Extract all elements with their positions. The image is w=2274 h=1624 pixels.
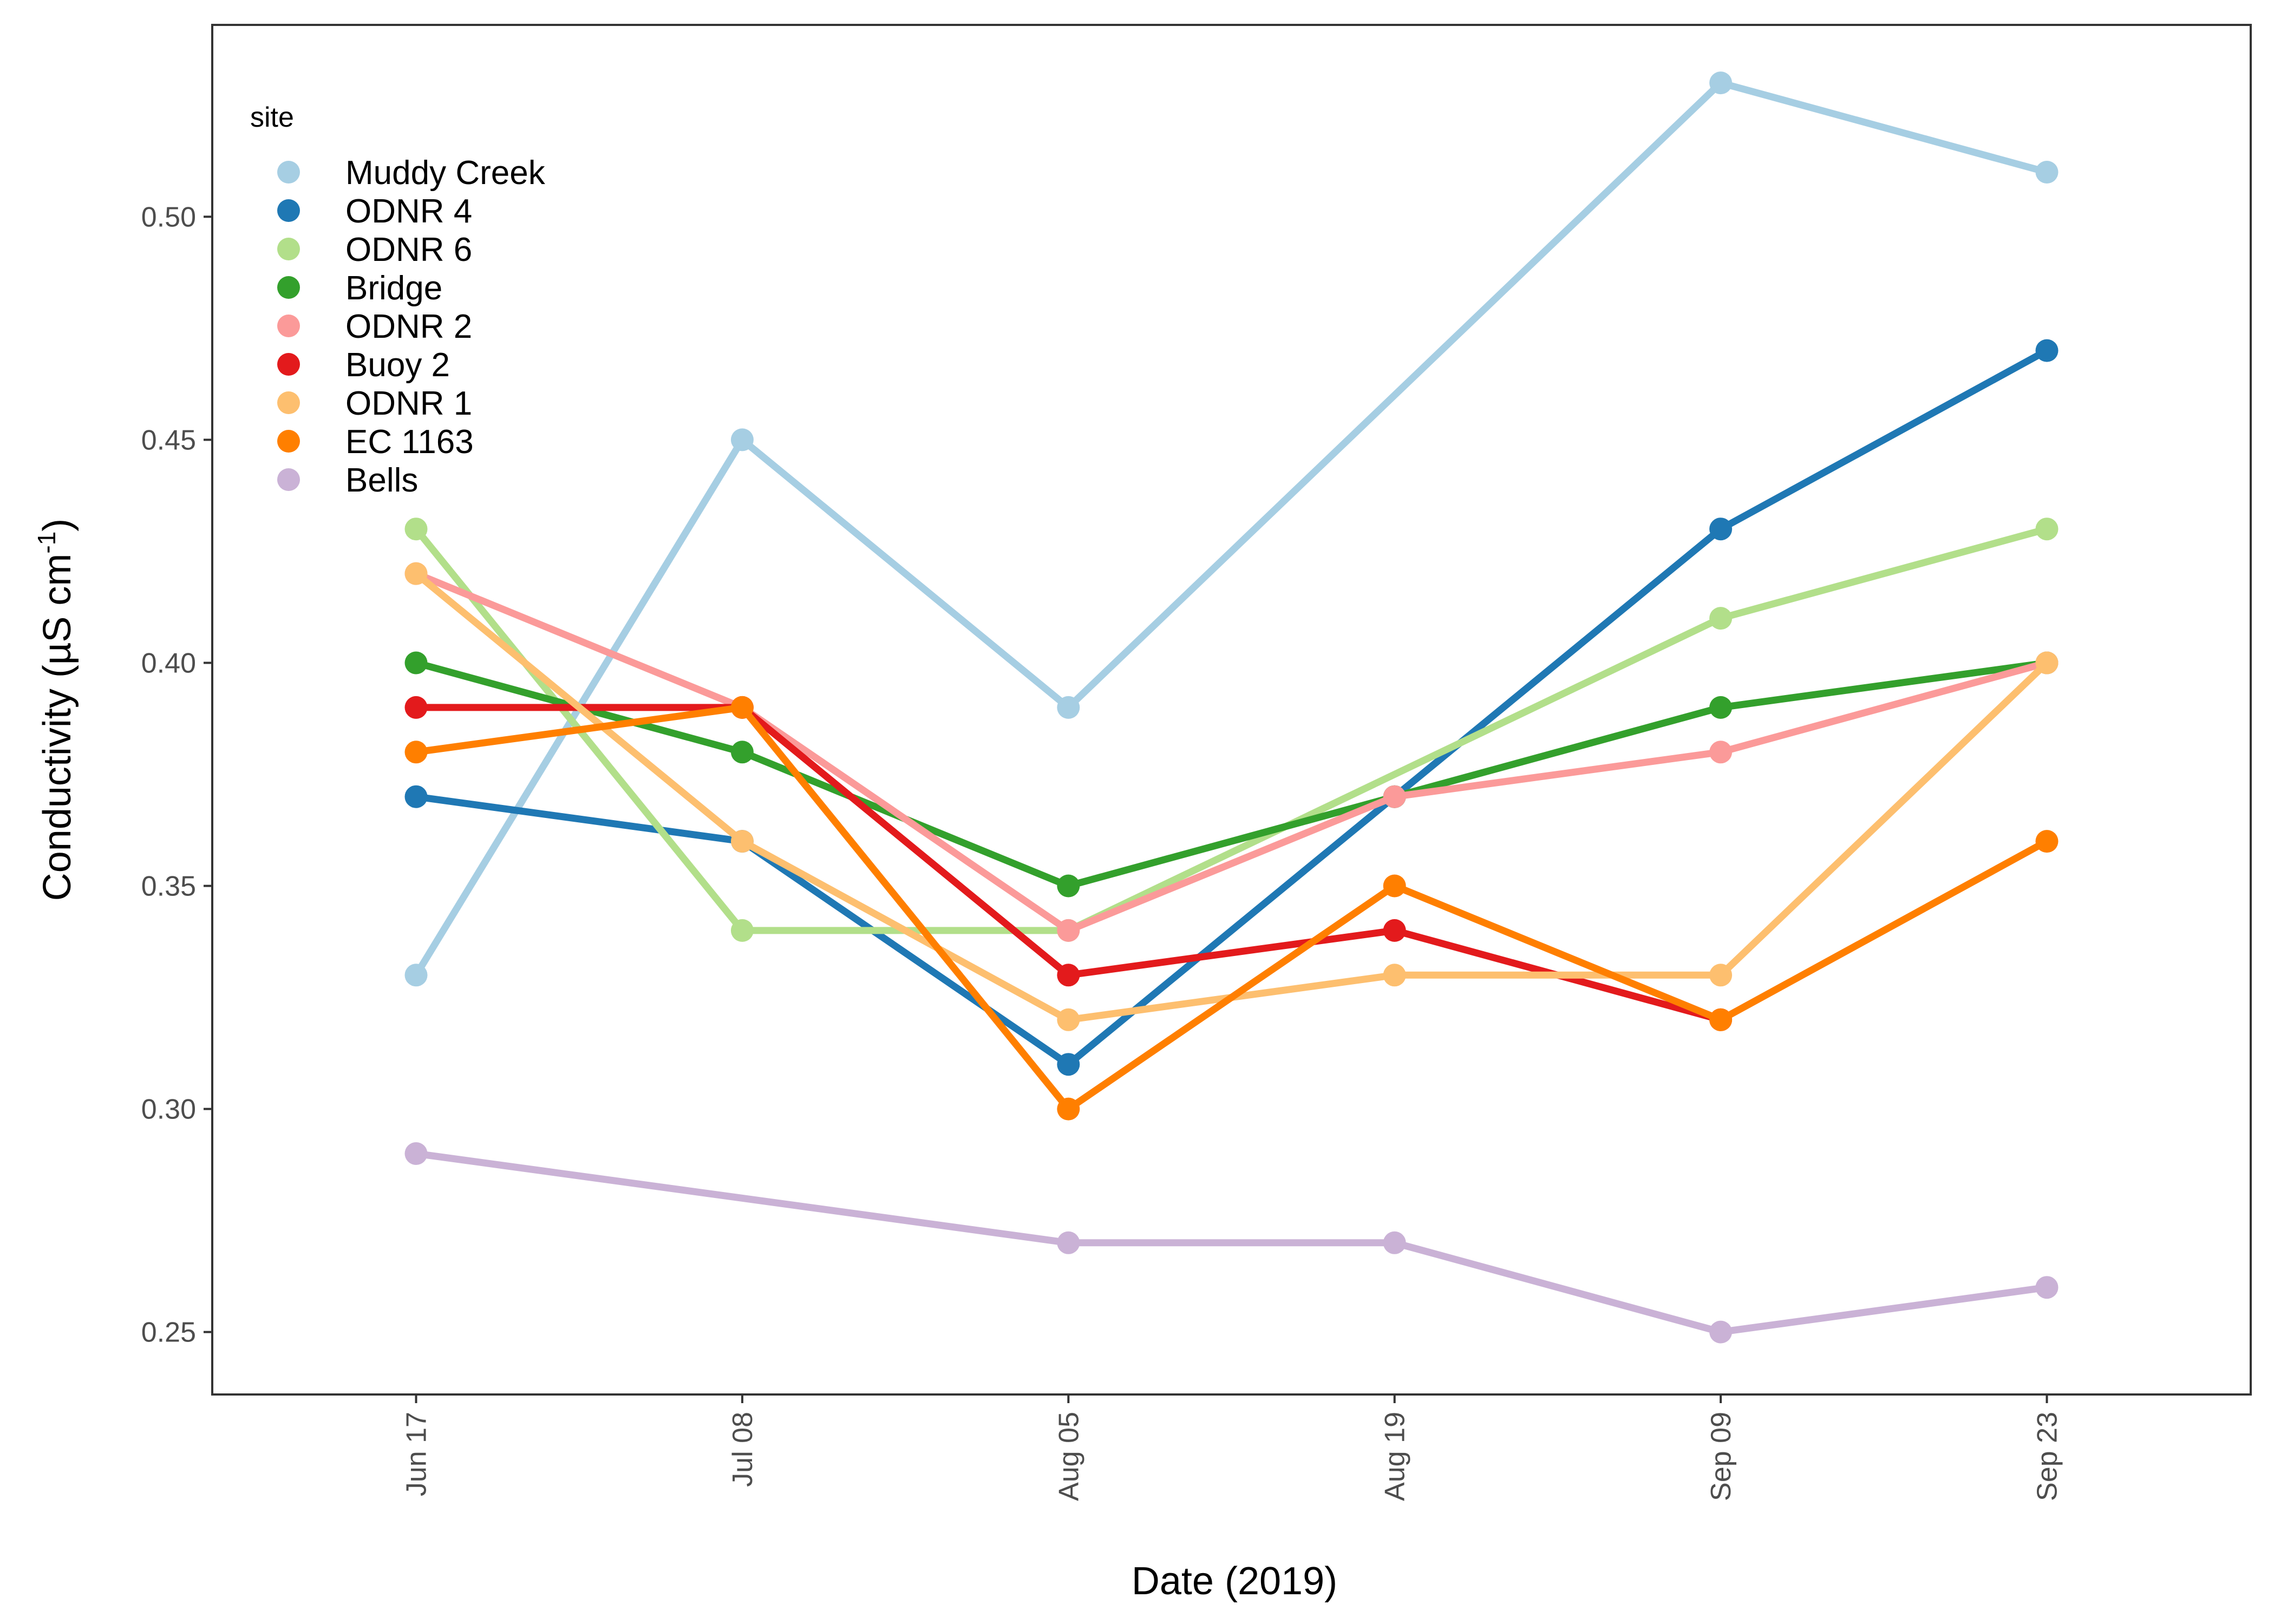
data-point [2035,161,2059,184]
series-line [415,659,2048,889]
data-point [404,518,428,541]
data-point [1709,964,1733,987]
y-tick-label: 0.25 [141,1317,196,1348]
legend-label: ODNR 1 [345,385,472,422]
legend-label: ODNR 6 [345,231,472,269]
data-point [1057,1053,1080,1076]
data-point [404,741,428,764]
data-point [1709,71,1733,95]
series-line [415,347,2049,1068]
data-point [404,1142,428,1165]
y-axis-title-sup: -1 [32,532,61,554]
data-point [404,696,428,719]
series-bells [404,1142,2059,1344]
legend-key [277,353,300,376]
data-point [1057,874,1080,898]
series-line [415,704,2049,1113]
data-point [1709,696,1733,719]
data-point [730,696,754,719]
x-tick-label: Jun 17 [401,1412,433,1496]
legend-label: Muddy Creek [345,154,546,192]
data-point [404,651,428,675]
data-point [1383,874,1406,898]
x-tick-label: Sep 23 [2032,1412,2063,1501]
data-point [1709,1320,1733,1344]
data-point [1057,696,1080,719]
legend-label: Bridge [345,270,442,307]
x-tick-label: Jul 08 [727,1412,759,1487]
data-point [2035,339,2059,362]
data-point [1709,1008,1733,1031]
legend-label: ODNR 4 [345,193,472,230]
legend-label: ODNR 2 [345,308,472,345]
data-point [1383,785,1406,808]
legend-title: site [250,102,294,133]
x-tick-label: Aug 05 [1053,1412,1084,1501]
y-axis: 0.25 0.30 0.35 0.40 0.45 0.50 [141,201,212,1348]
y-tick-label: 0.30 [141,1094,196,1125]
legend-key [277,468,300,491]
data-point [404,562,428,585]
data-point [1709,607,1733,630]
legend-label: Bells [345,462,418,499]
x-tick-label: Aug 19 [1380,1412,1411,1501]
y-axis-title-main: Conductivity (µS cm [36,554,79,901]
legend-label: EC 1163 [345,423,474,461]
data-point [1383,1231,1406,1254]
data-point [1057,964,1080,987]
data-point [1709,518,1733,541]
y-tick-label: 0.35 [141,871,196,902]
data-point [730,741,754,764]
legend-key [277,161,300,184]
data-point [404,964,428,987]
data-point [2035,651,2059,675]
data-point [1057,1008,1080,1031]
data-point [1383,919,1406,942]
data-point [1057,1097,1080,1121]
data-point [1057,919,1080,942]
data-point [2035,1276,2059,1299]
series-buoy-2 [404,696,1733,1031]
series-ec-1163 [404,696,2059,1121]
legend-key [277,199,300,222]
legend-label: Buoy 2 [345,346,450,384]
data-point [404,785,428,808]
x-axis: Jun 17 Jul 08 Aug 05 Aug 19 Sep 09 Sep 23 [401,1394,2063,1501]
series-line [415,570,2048,934]
legend-key [277,430,300,453]
y-axis-title-close: ) [36,519,79,532]
data-point [1709,741,1733,764]
x-tick-label: Sep 09 [1706,1412,1737,1501]
y-tick-label: 0.45 [141,424,196,456]
series-muddy-creek [404,71,2059,987]
data-point [2035,518,2059,541]
x-axis-title: Date (2019) [1132,1560,1337,1603]
legend-key [277,238,300,260]
plot-panel-border [211,24,2252,1396]
legend-key [277,315,300,337]
data-point [1057,1231,1080,1254]
data-point [2035,830,2059,853]
y-axis-title: Conductivity (µS cm-1) [32,519,79,901]
data-point [1383,964,1406,987]
series-layer [404,71,2059,1344]
y-tick-label: 0.40 [141,647,196,679]
legend-key [277,276,300,299]
data-point [730,919,754,942]
y-tick-label: 0.50 [141,201,196,233]
data-point [730,428,754,451]
legend-key [277,391,300,414]
data-point [730,830,754,853]
